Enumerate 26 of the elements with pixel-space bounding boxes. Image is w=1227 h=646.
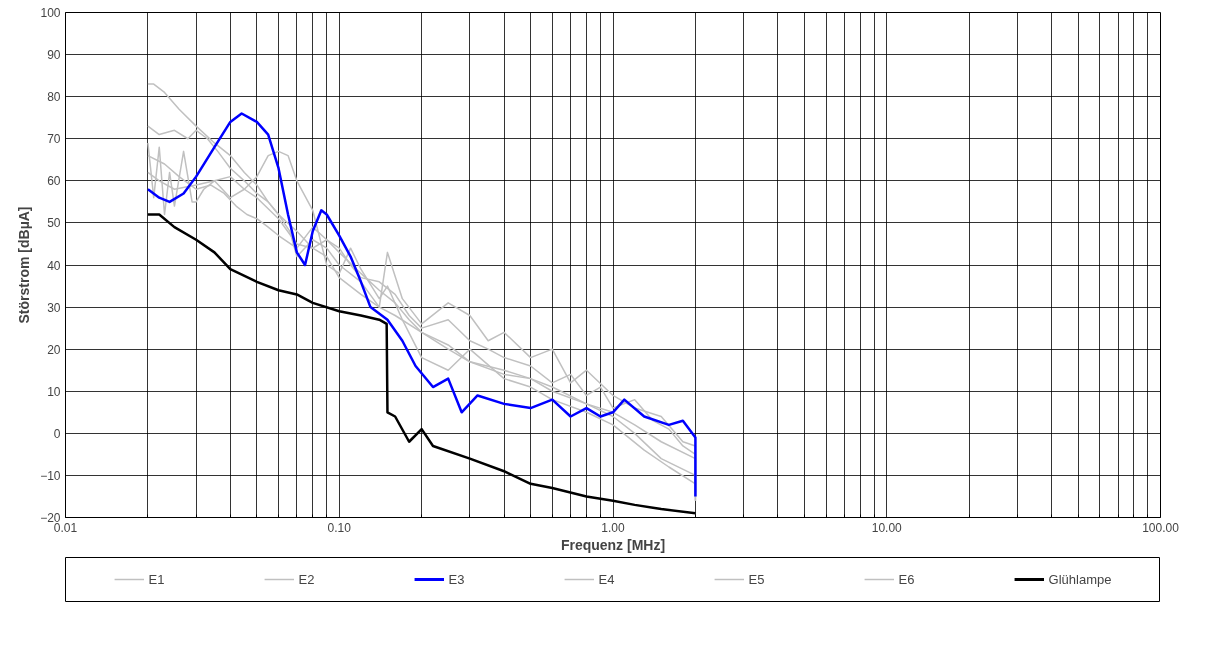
x-tick-label: 0.10 (327, 520, 352, 535)
legend-label: E3 (448, 571, 466, 587)
y-axis-title: Störstrom [dBµA] (16, 206, 33, 324)
legend-label: E1 (148, 571, 166, 587)
y-tick-label: 100 (40, 6, 61, 20)
y-tick-label: 30 (47, 300, 61, 315)
legend-label: E5 (748, 571, 766, 587)
y-tick-label: 20 (47, 342, 61, 357)
legend-label: E4 (598, 571, 616, 587)
y-tick-label: 40 (47, 258, 61, 273)
y-tick-label: 0 (53, 426, 61, 441)
y-tick-label: 10 (47, 384, 61, 399)
x-tick-label: 1.00 (601, 520, 625, 535)
y-tick-label: −10 (40, 468, 61, 483)
legend-label: E6 (898, 571, 916, 587)
y-tick-label: 70 (47, 132, 61, 147)
y-tick-label: 50 (47, 216, 61, 231)
legend-label: E2 (298, 571, 316, 587)
x-tick-label: 100.00 (1142, 520, 1180, 535)
y-tick-label: 90 (47, 48, 61, 63)
y-tick-label: 80 (47, 90, 61, 105)
x-tick-label: 10.00 (871, 520, 903, 535)
y-tick-label: 60 (47, 174, 61, 189)
x-axis-title: Frequenz [MHz] (560, 536, 666, 553)
legend-label: Glühlampe (1048, 571, 1112, 587)
y-tick-label: −20 (40, 511, 61, 525)
